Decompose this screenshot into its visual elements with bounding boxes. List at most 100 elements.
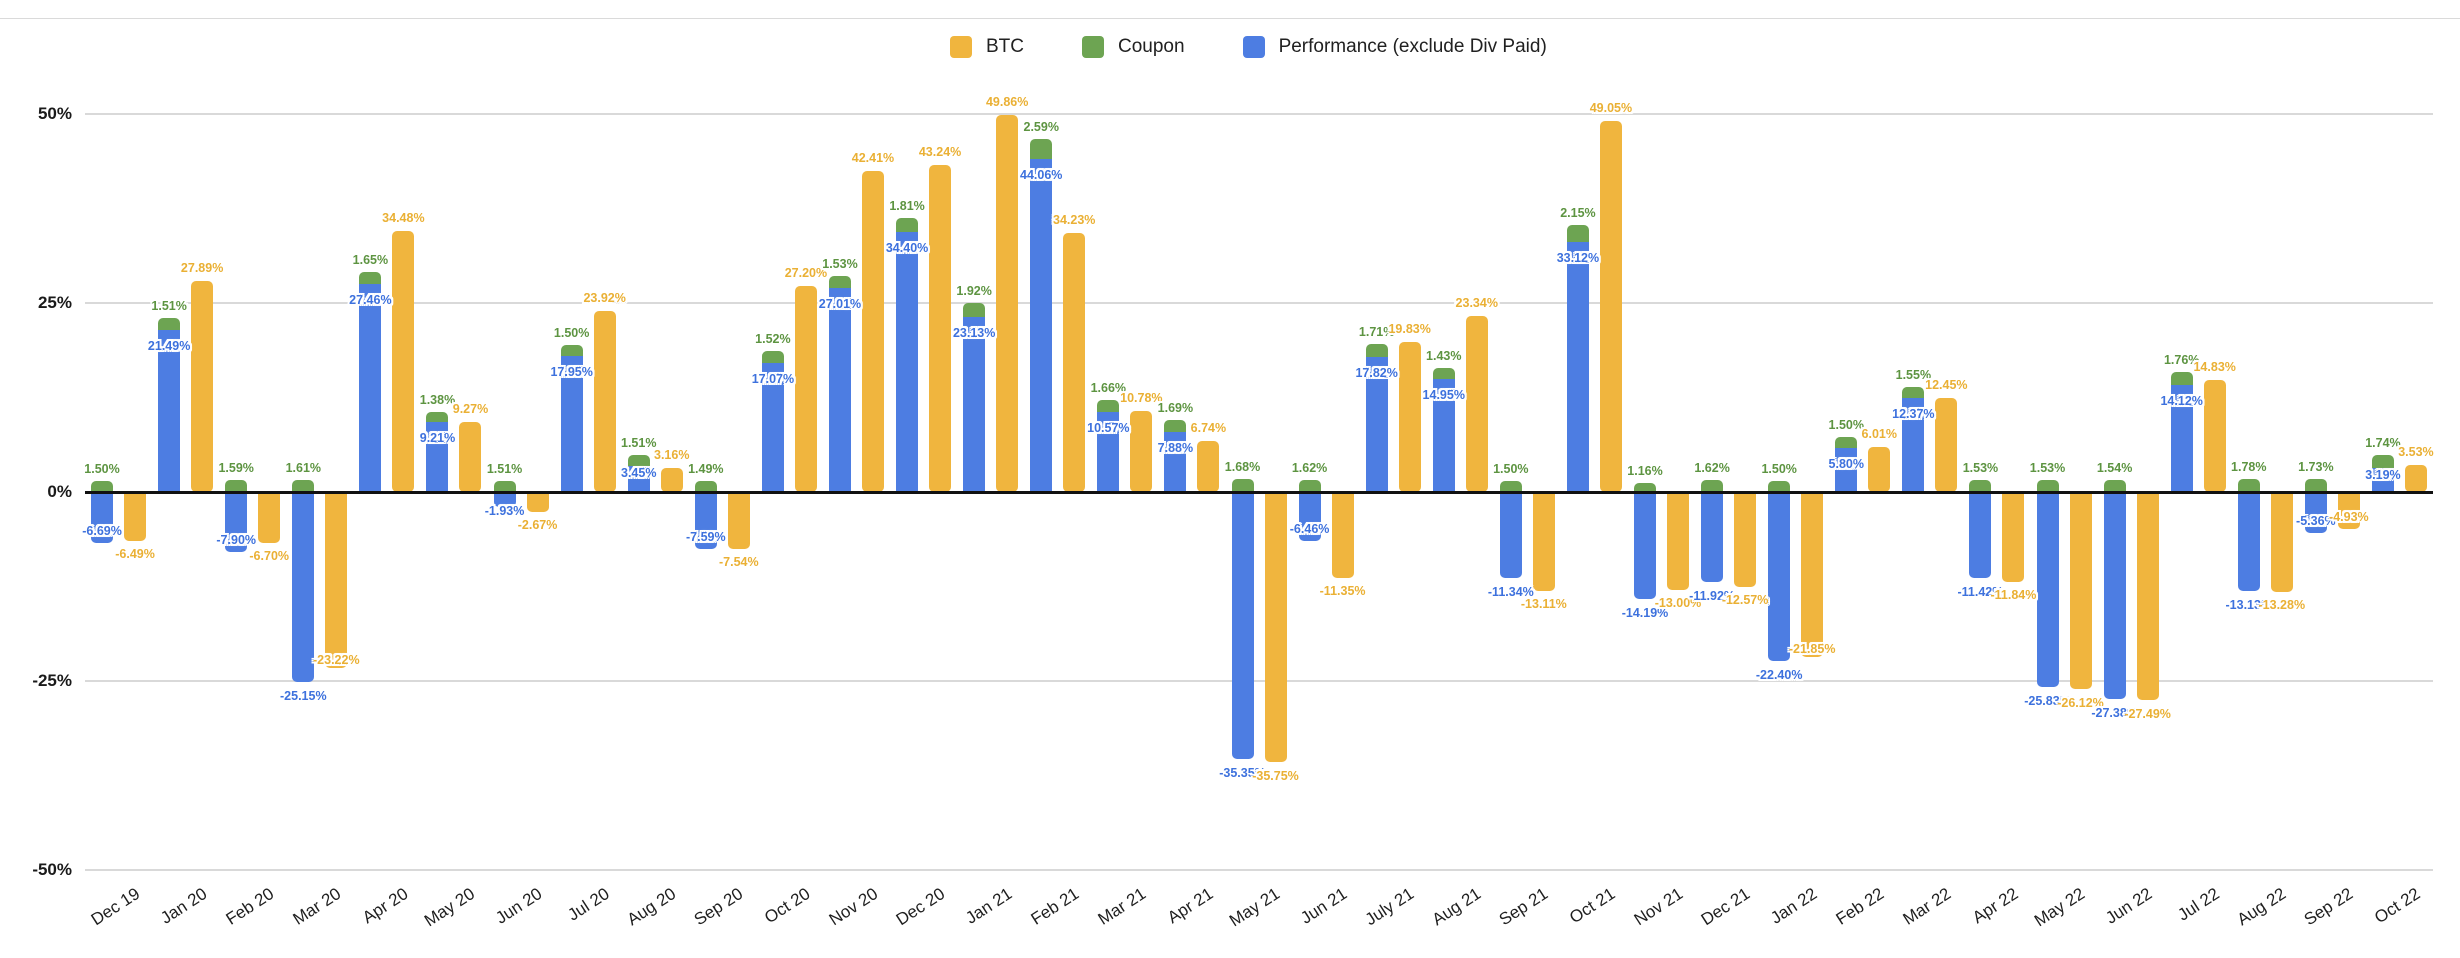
bar-performance[interactable] [1097,412,1120,492]
bar-performance[interactable] [761,362,784,492]
bar-performance[interactable] [1030,158,1053,492]
bar-performance[interactable] [963,317,986,492]
legend-item-coupon[interactable]: Coupon [1082,36,1185,58]
bar-coupon[interactable] [158,318,181,330]
bar-coupon[interactable] [560,344,583,357]
bar-performance[interactable] [560,356,583,492]
bar-btc[interactable] [1734,492,1757,588]
bar-btc[interactable] [1197,441,1220,492]
bar-btc[interactable] [526,492,549,513]
bar-coupon[interactable] [1835,436,1858,449]
bar-performance[interactable] [2103,492,2126,699]
bar-coupon[interactable] [1030,139,1053,159]
bar-btc[interactable] [1599,121,1622,492]
bar-btc[interactable] [1801,492,1824,658]
bar-performance[interactable] [1969,492,1992,579]
bar-coupon[interactable] [1298,479,1321,492]
bar-coupon[interactable] [1164,419,1187,433]
bar-performance[interactable] [292,492,315,683]
bar-coupon[interactable] [761,351,784,363]
bar-performance[interactable] [91,492,114,543]
bar-btc[interactable] [2337,492,2360,530]
bar-btc[interactable] [124,492,147,542]
bar-btc[interactable] [2203,379,2226,492]
bar-coupon[interactable] [493,480,516,492]
bar-performance[interactable] [2304,492,2327,533]
bar-btc[interactable] [2404,465,2427,492]
bar-coupon[interactable] [292,479,315,492]
bar-performance[interactable] [158,329,181,492]
bar-performance[interactable] [2036,492,2059,688]
bar-coupon[interactable] [1432,368,1455,379]
bar-btc[interactable] [2136,492,2159,700]
bar-btc[interactable] [1130,410,1153,492]
bar-performance[interactable] [1701,492,1724,583]
bar-coupon[interactable] [1566,225,1589,242]
bar-performance[interactable] [493,492,516,507]
bar-performance[interactable] [896,231,919,492]
bar-btc[interactable] [1667,492,1689,591]
bar-coupon[interactable] [1499,480,1522,492]
bar-coupon[interactable] [1701,479,1724,492]
bar-performance[interactable] [1566,241,1589,492]
bar-btc[interactable] [325,492,348,668]
legend-item-btc[interactable]: BTC [950,36,1024,58]
bar-coupon[interactable] [2103,480,2126,492]
bar-performance[interactable] [1499,492,1522,578]
bar-btc[interactable] [2069,492,2092,690]
bar-btc[interactable] [2270,492,2293,593]
bar-performance[interactable] [426,422,449,492]
bar-coupon[interactable] [694,480,717,492]
bar-btc[interactable] [996,115,1019,492]
bar-coupon[interactable] [2237,478,2260,492]
bar-performance[interactable] [1231,492,1254,760]
legend-item-performance[interactable]: Performance (exclude Div Paid) [1242,36,1547,58]
bar-coupon[interactable] [426,411,449,423]
bar-btc[interactable] [392,231,415,492]
bar-btc[interactable] [861,171,884,492]
bar-performance[interactable] [1768,492,1791,662]
bar-coupon[interactable] [1231,479,1254,492]
bar-performance[interactable] [694,492,717,550]
bar-coupon[interactable] [225,479,248,492]
bar-performance[interactable] [359,284,382,492]
bar-btc[interactable] [1532,492,1555,592]
bar-coupon[interactable] [963,302,986,318]
bar-performance[interactable] [1432,378,1455,492]
bar-btc[interactable] [727,492,750,549]
bar-btc[interactable] [1398,342,1421,492]
bar-btc[interactable] [794,286,817,492]
bar-performance[interactable] [1835,448,1858,492]
bar-btc[interactable] [1935,397,1958,492]
bar-btc[interactable] [1868,446,1891,492]
bar-coupon[interactable] [1768,480,1791,492]
bar-performance[interactable] [2170,385,2193,492]
bar-performance[interactable] [2237,492,2260,592]
bar-coupon[interactable] [1097,399,1120,413]
bar-btc[interactable] [191,281,214,492]
bar-performance[interactable] [1365,357,1388,492]
bar-coupon[interactable] [1365,344,1388,358]
bar-performance[interactable] [1902,398,1925,492]
bar-coupon[interactable] [2036,480,2059,492]
bar-coupon[interactable] [828,276,851,288]
bar-performance[interactable] [1298,492,1321,541]
bar-coupon[interactable] [2371,454,2394,468]
bar-btc[interactable] [1063,233,1086,492]
bar-coupon[interactable] [2170,371,2193,386]
bar-btc[interactable] [1264,492,1287,763]
bar-coupon[interactable] [2304,478,2327,492]
bar-performance[interactable] [225,492,248,552]
bar-btc[interactable] [1465,315,1488,492]
bar-btc[interactable] [660,468,683,492]
bar-performance[interactable] [627,465,650,492]
bar-coupon[interactable] [1969,480,1992,492]
bar-btc[interactable] [459,421,482,492]
bar-performance[interactable] [828,287,851,492]
bar-coupon[interactable] [359,271,382,285]
bar-performance[interactable] [1164,432,1187,492]
bar-btc[interactable] [1331,492,1354,578]
bar-coupon[interactable] [91,480,114,492]
bar-btc[interactable] [929,165,952,492]
bar-coupon[interactable] [1902,386,1925,399]
